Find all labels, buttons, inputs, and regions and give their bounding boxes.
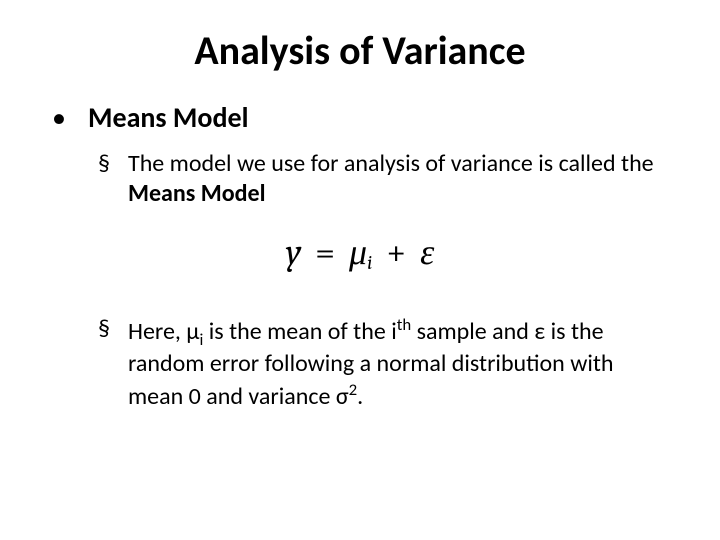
text-fragment-bold: Means Model: [128, 179, 266, 208]
equation-sub-i: i: [367, 251, 372, 274]
equation-equals: =: [309, 232, 341, 273]
slide: Analysis of Variance • Means Model § The…: [0, 0, 720, 540]
bullet-level2-row-1: § The model we use for analysis of varia…: [98, 149, 670, 209]
text-fragment-pre: The model we use for analysis of varianc…: [128, 149, 654, 178]
equation-mu: μ: [349, 232, 367, 273]
bullet-level1-glyph: •: [50, 101, 88, 135]
equation-y: y: [286, 232, 302, 273]
bullet-level2-text-2: Here, μi is the mean of the ith sample a…: [128, 314, 670, 413]
equation: y = μi + ε: [50, 231, 670, 274]
bullet-level2-text-1: The model we use for analysis of varianc…: [128, 149, 670, 209]
bullet-level2-row-2: § Here, μi is the mean of the ith sample…: [98, 314, 670, 413]
equation-plus: +: [380, 232, 412, 273]
bullet-level1-row: • Means Model: [50, 101, 670, 135]
bullet-level2-glyph: §: [98, 314, 128, 344]
bullet-level2-glyph: §: [98, 149, 128, 179]
bullet-level1-text: Means Model: [88, 101, 670, 135]
slide-title: Analysis of Variance: [50, 26, 670, 75]
equation-eps: ε: [420, 232, 434, 273]
